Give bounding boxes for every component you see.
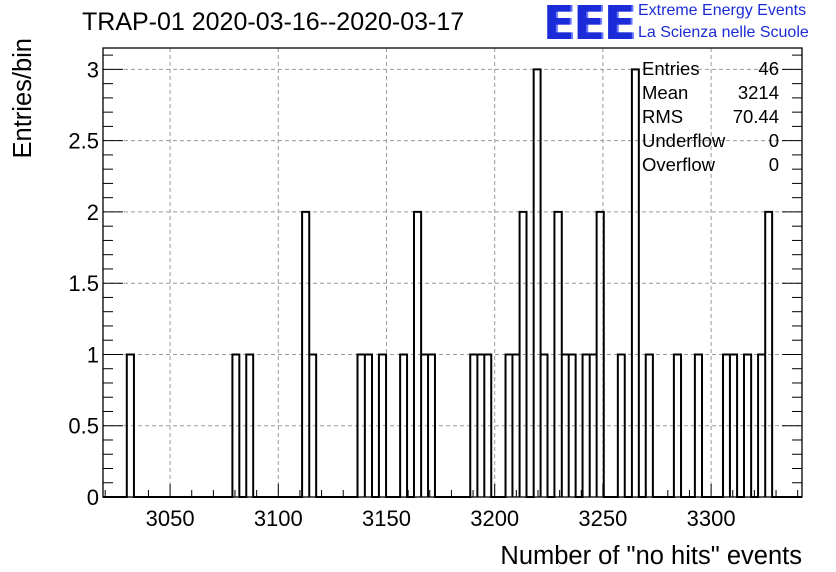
- y-tick-label: 1: [87, 342, 99, 367]
- stat-label: Underflow: [642, 130, 726, 151]
- axis-ticks: [103, 54, 802, 498]
- x-tick-label: 3300: [687, 506, 736, 531]
- x-tick-label: 3050: [146, 506, 195, 531]
- y-tick-label: 2.5: [68, 129, 99, 154]
- y-tick-label: 0.5: [68, 414, 99, 439]
- stat-label: Mean: [642, 82, 689, 103]
- stat-mean: Mean 3214: [639, 82, 779, 106]
- plot-frame: [102, 47, 803, 498]
- y-tick-label: 3: [87, 57, 99, 82]
- stat-value: 0: [768, 130, 779, 151]
- stat-label: RMS: [642, 106, 684, 127]
- stat-rms: RMS 70.44: [639, 106, 779, 130]
- y-tick-label: 2: [87, 200, 99, 225]
- y-tick-label: 0: [87, 485, 99, 510]
- stat-label: Overflow: [642, 154, 715, 175]
- stat-value: 46: [758, 58, 779, 79]
- y-axis-label: Entries/bin: [9, 38, 37, 158]
- x-tick-label: 3100: [254, 506, 303, 531]
- x-tick-label: 3200: [470, 506, 519, 531]
- stat-overflow: Overflow 0: [639, 154, 779, 178]
- chart-title: TRAP-01 2020-03-16--2020-03-17: [82, 8, 465, 36]
- stat-value: 0: [768, 154, 779, 175]
- y-tick-label: 1.5: [68, 271, 99, 296]
- tick-labels: 3050 3100 3150 3200 3250 3300 0 0.5 1 1.5 2 2.5 3: [68, 57, 735, 531]
- stats-box: Entries 46 Mean 3214 RMS 70.44 Underflow…: [639, 58, 779, 178]
- stat-underflow: Underflow 0: [639, 130, 779, 154]
- stat-value: 3214: [737, 82, 779, 103]
- logo-line-1: Extreme Energy Events: [638, 2, 807, 19]
- x-tick-label: 3150: [362, 506, 411, 531]
- stat-entries: Entries 46: [639, 58, 779, 82]
- stat-value: 70.44: [732, 106, 779, 127]
- eee-logo: EEE: [543, 0, 635, 50]
- stat-label: Entries: [642, 58, 700, 79]
- logo-line-2: La Scienza nelle Scuole: [638, 24, 809, 41]
- x-axis-label: Number of "no hits" events: [500, 542, 802, 570]
- x-tick-label: 3250: [578, 506, 627, 531]
